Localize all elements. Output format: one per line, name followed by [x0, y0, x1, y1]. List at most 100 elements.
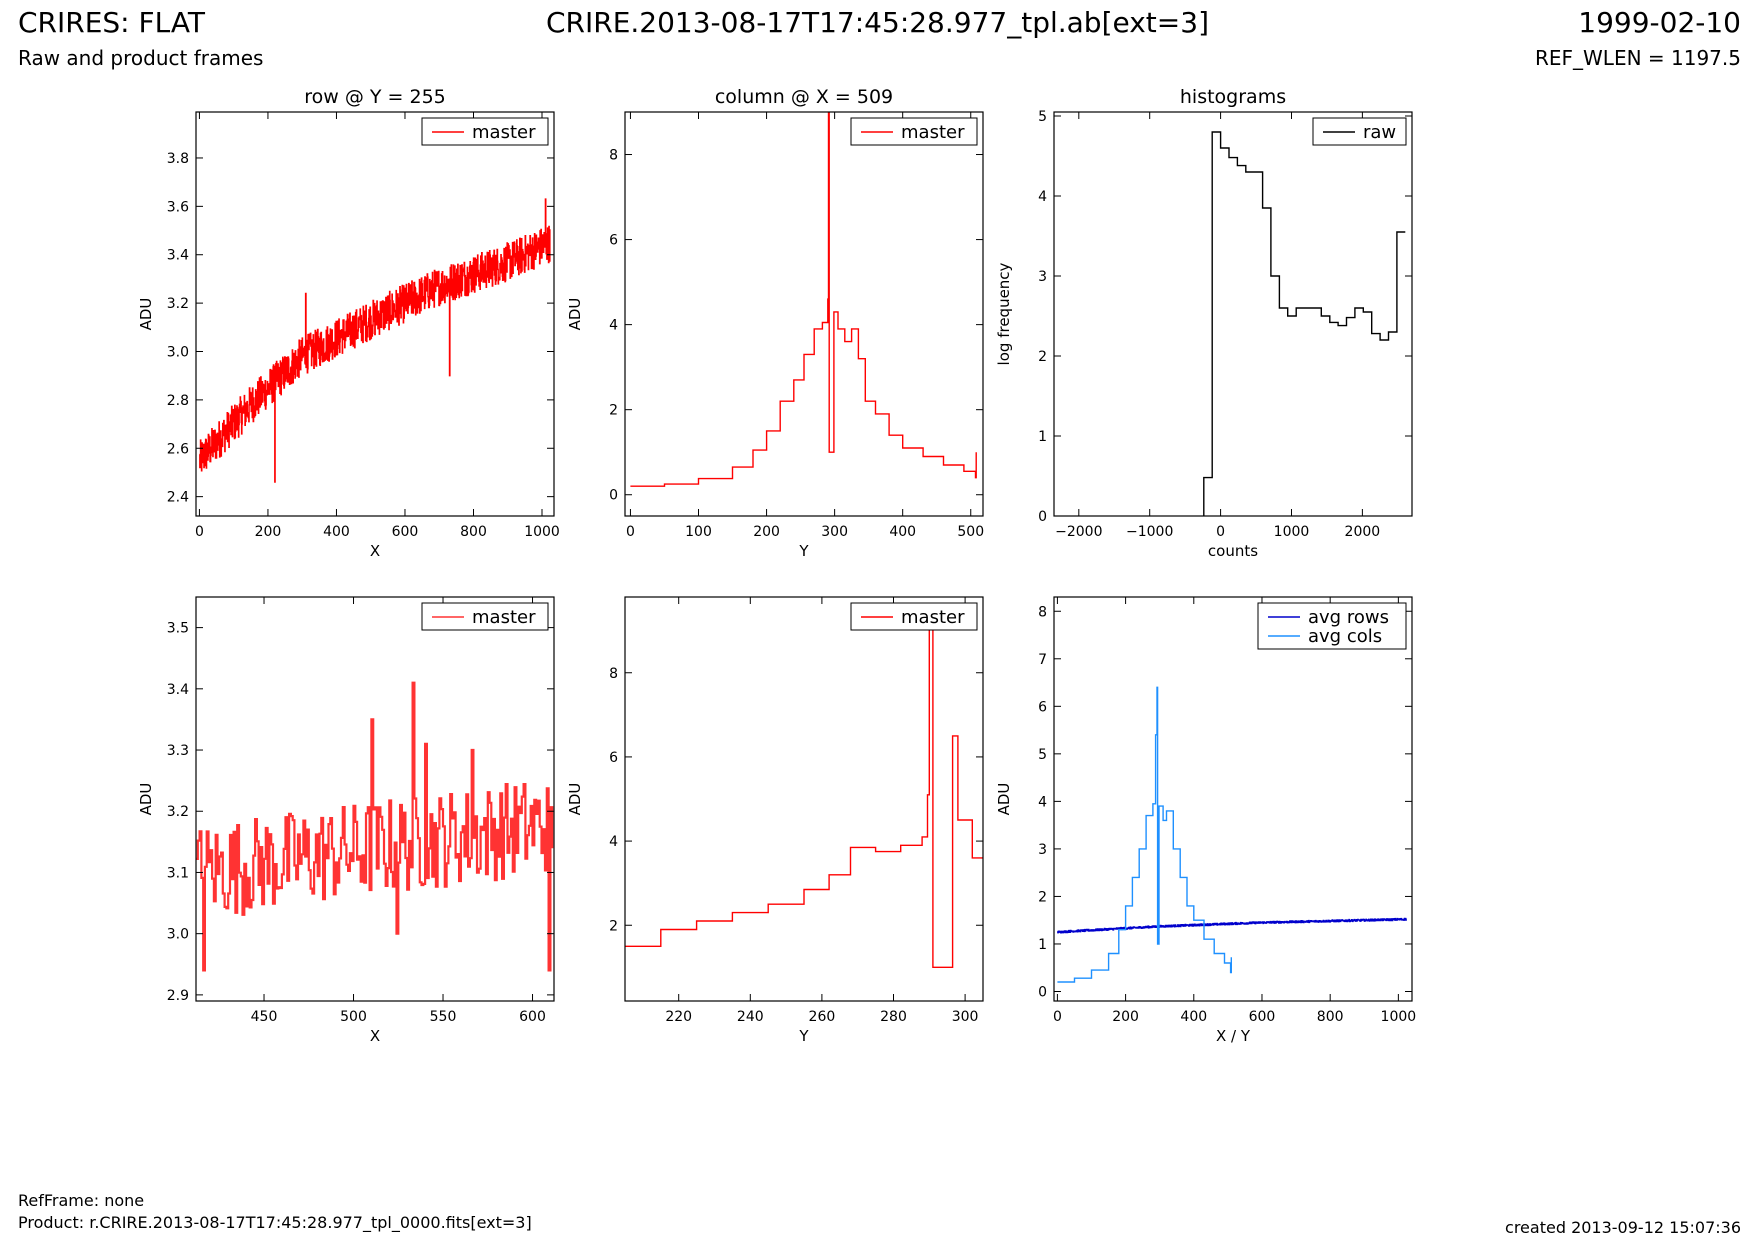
y-tick-label: 2.9 [167, 988, 189, 1004]
legend-label: master [901, 607, 965, 628]
chart-title: column @ X = 509 [715, 86, 893, 108]
legend-label: master [472, 607, 536, 628]
series-line-master [199, 198, 551, 483]
y-tick-label: 5 [1038, 109, 1047, 125]
legend-label: master [472, 122, 536, 143]
y-tick-label: 2 [1038, 889, 1047, 905]
y-axis-label: ADU [137, 298, 155, 331]
series-line-avg-cols [1057, 686, 1232, 983]
x-tick-label: 0 [1216, 524, 1225, 540]
y-tick-label: 0 [1038, 509, 1047, 525]
file-name: CRIRE.2013-08-17T17:45:28.977_tpl.ab[ext… [545, 6, 1209, 39]
series-line-avg-rows [1057, 917, 1407, 934]
x-axis-label: counts [1208, 542, 1258, 560]
legend: master [850, 117, 978, 146]
y-tick-label: 2 [1038, 349, 1047, 365]
x-axis-label: X [370, 542, 380, 560]
x-tick-label: 550 [430, 1009, 457, 1025]
x-tick-label: 2000 [1345, 524, 1381, 540]
y-tick-label: 4 [1038, 189, 1047, 205]
x-tick-label: 500 [957, 524, 984, 540]
y-axis-label: ADU [566, 783, 584, 816]
x-tick-label: 200 [1112, 1009, 1139, 1025]
x-tick-label: 400 [323, 524, 350, 540]
legend: master [850, 602, 978, 631]
y-tick-label: 2.6 [167, 441, 189, 457]
y-axis-label: ADU [137, 783, 155, 816]
y-tick-label: 6 [1038, 699, 1047, 715]
x-tick-label: 300 [952, 1009, 979, 1025]
x-tick-label: 500 [340, 1009, 367, 1025]
y-tick-label: 3.5 [167, 621, 189, 637]
x-axis-label: X / Y [1216, 1027, 1251, 1045]
y-tick-label: 1 [1038, 429, 1047, 445]
y-tick-label: 3.2 [167, 296, 189, 312]
legend: raw [1312, 117, 1407, 146]
x-tick-label: 600 [519, 1009, 546, 1025]
legend-label: avg rows [1308, 607, 1389, 628]
x-tick-label: 400 [1180, 1009, 1207, 1025]
y-tick-label: 2 [609, 403, 618, 419]
y-tick-label: 7 [1038, 652, 1047, 668]
y-tick-label: 3 [1038, 842, 1047, 858]
y-tick-label: 1 [1038, 937, 1047, 953]
x-tick-label: 220 [665, 1009, 692, 1025]
legend-label: avg cols [1308, 626, 1382, 647]
x-tick-label: 0 [626, 524, 635, 540]
y-tick-label: 0 [609, 488, 618, 504]
y-tick-label: 8 [1038, 604, 1047, 620]
y-tick-label: 2 [609, 918, 618, 934]
plot-frame [195, 596, 555, 1002]
legend-label: raw [1363, 122, 1396, 143]
x-tick-label: 200 [255, 524, 282, 540]
series-line-raw [1203, 131, 1406, 516]
chart-title: row @ Y = 255 [304, 86, 446, 108]
legend: master [421, 602, 549, 631]
y-tick-label: 3.1 [167, 865, 189, 881]
y-tick-label: 6 [609, 233, 618, 249]
figure-title: CRIRES: FLAT [18, 6, 205, 39]
ref-wlen: REF_WLEN = 1197.5 [1534, 46, 1741, 70]
y-tick-label: 3.8 [167, 151, 189, 167]
plot-frame [1053, 111, 1413, 517]
x-tick-label: 800 [1317, 1009, 1344, 1025]
y-tick-label: 0 [1038, 984, 1047, 1000]
product-text: Product: r.CRIRE.2013-08-17T17:45:28.977… [18, 1213, 532, 1232]
chart-panel-6: 0 200 400 600 800 1000 0 1 2 3 4 5 6 7 8 X / Y ADU avg ro… [995, 596, 1416, 1045]
y-tick-label: 3.6 [167, 199, 189, 215]
y-tick-label: 3.0 [167, 344, 189, 360]
chart-panel-5: 220 240 260 280 300 2 4 6 8 Y ADU master [566, 596, 984, 1045]
x-tick-label: 450 [251, 1009, 278, 1025]
x-tick-label: 400 [889, 524, 916, 540]
x-tick-label: 300 [821, 524, 848, 540]
x-tick-label: 0 [1053, 1009, 1062, 1025]
x-tick-label: 280 [880, 1009, 907, 1025]
legend-box [1257, 602, 1407, 650]
x-tick-label: −2000 [1055, 524, 1102, 540]
y-tick-label: 6 [609, 750, 618, 766]
series-line-master [630, 112, 977, 487]
x-tick-label: 800 [460, 524, 487, 540]
y-tick-label: 2.4 [167, 490, 189, 506]
series-line-master [196, 681, 554, 972]
plot-frame [195, 111, 555, 517]
chart-title: histograms [1180, 86, 1286, 108]
y-tick-label: 3.3 [167, 743, 189, 759]
x-tick-label: 200 [753, 524, 780, 540]
created-text: created 2013-09-12 15:07:36 [1505, 1218, 1741, 1237]
plot-frame [1053, 596, 1413, 1002]
x-tick-label: 600 [1249, 1009, 1276, 1025]
y-tick-label: 3.0 [167, 927, 189, 943]
observation-date: 1999-02-10 [1578, 6, 1741, 39]
y-tick-label: 2.8 [167, 393, 189, 409]
figure-subtitle: Raw and product frames [18, 46, 264, 70]
y-axis-label: ADU [995, 783, 1013, 816]
x-tick-label: 0 [195, 524, 204, 540]
x-tick-label: 600 [392, 524, 419, 540]
x-tick-label: 1000 [524, 524, 560, 540]
chart-panel-3: −2000 −1000 0 1000 2000 0 1 2 3 4 5 histograms count… [995, 86, 1413, 560]
x-axis-label: Y [798, 542, 809, 560]
legend: master [421, 117, 549, 146]
x-tick-label: −1000 [1126, 524, 1173, 540]
